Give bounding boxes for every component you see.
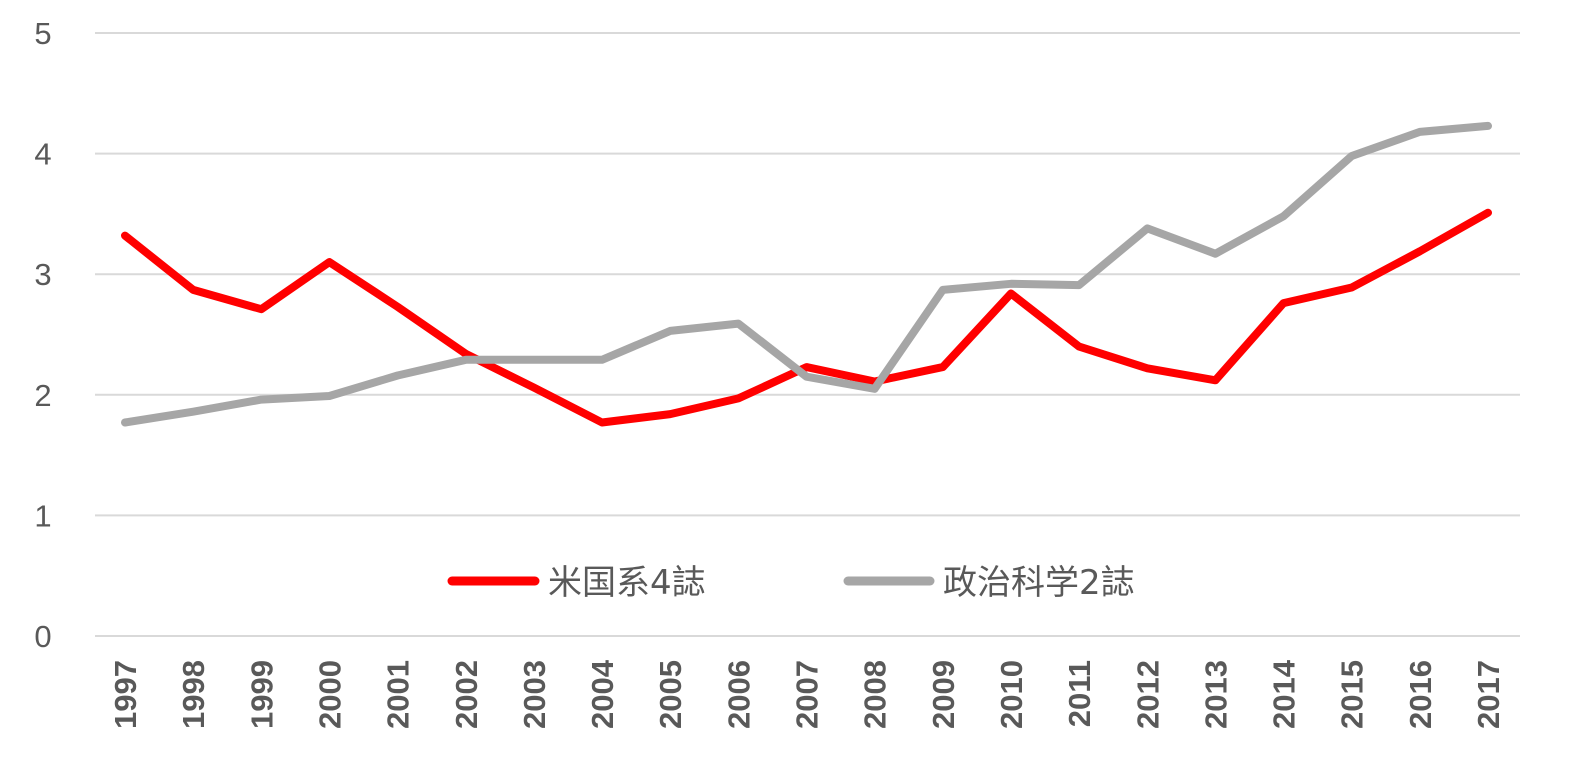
legend-label: 政治科学2誌 — [943, 563, 1135, 603]
x-tick-label: 2005 — [653, 660, 688, 729]
y-axis-ticks: 0 1 2 3 4 5 — [34, 16, 51, 654]
legend-item: 政治科学2誌 — [843, 563, 1135, 603]
x-tick-label: 2006 — [721, 660, 756, 729]
x-tick-label: 2008 — [858, 660, 893, 729]
y-tick-label: 1 — [34, 498, 51, 533]
y-tick-label: 0 — [34, 619, 51, 654]
x-tick-label: 2016 — [1403, 660, 1438, 729]
x-tick-label: 2009 — [926, 660, 961, 729]
x-tick-label: 2001 — [381, 660, 416, 729]
legend: 米国系4誌 政治科学2誌 — [447, 563, 1135, 603]
x-tick-label: 2014 — [1267, 659, 1302, 729]
x-tick-label: 2003 — [517, 660, 552, 729]
legend-item: 米国系4誌 — [447, 563, 706, 603]
x-tick-label: 1999 — [244, 660, 279, 729]
y-tick-label: 4 — [34, 137, 51, 172]
gridlines — [95, 32, 1520, 637]
series-lines — [121, 121, 1492, 427]
x-tick-label: 2007 — [790, 660, 825, 729]
series-line-1 — [121, 208, 1492, 427]
y-tick-label: 3 — [34, 257, 51, 292]
y-tick-label: 5 — [34, 16, 51, 51]
x-tick-label: 2010 — [994, 660, 1029, 729]
x-tick-label: 2004 — [585, 659, 620, 729]
legend-label: 米国系4誌 — [548, 563, 706, 603]
x-tick-label: 2000 — [312, 660, 347, 729]
x-tick-label: 1997 — [108, 660, 143, 729]
x-axis-ticks: 1997 1998 1999 2000 2001 2002 2003 2004 2005 2006… — [108, 659, 1506, 729]
y-tick-label: 2 — [34, 378, 51, 413]
x-tick-label: 2017 — [1471, 660, 1506, 729]
x-tick-label: 2013 — [1198, 660, 1233, 729]
x-tick-label: 2012 — [1130, 660, 1165, 729]
x-tick-label: 2002 — [449, 660, 484, 729]
x-tick-label: 2015 — [1335, 660, 1370, 729]
x-tick-label: 2011 — [1062, 660, 1097, 727]
x-tick-label: 1998 — [176, 660, 211, 729]
